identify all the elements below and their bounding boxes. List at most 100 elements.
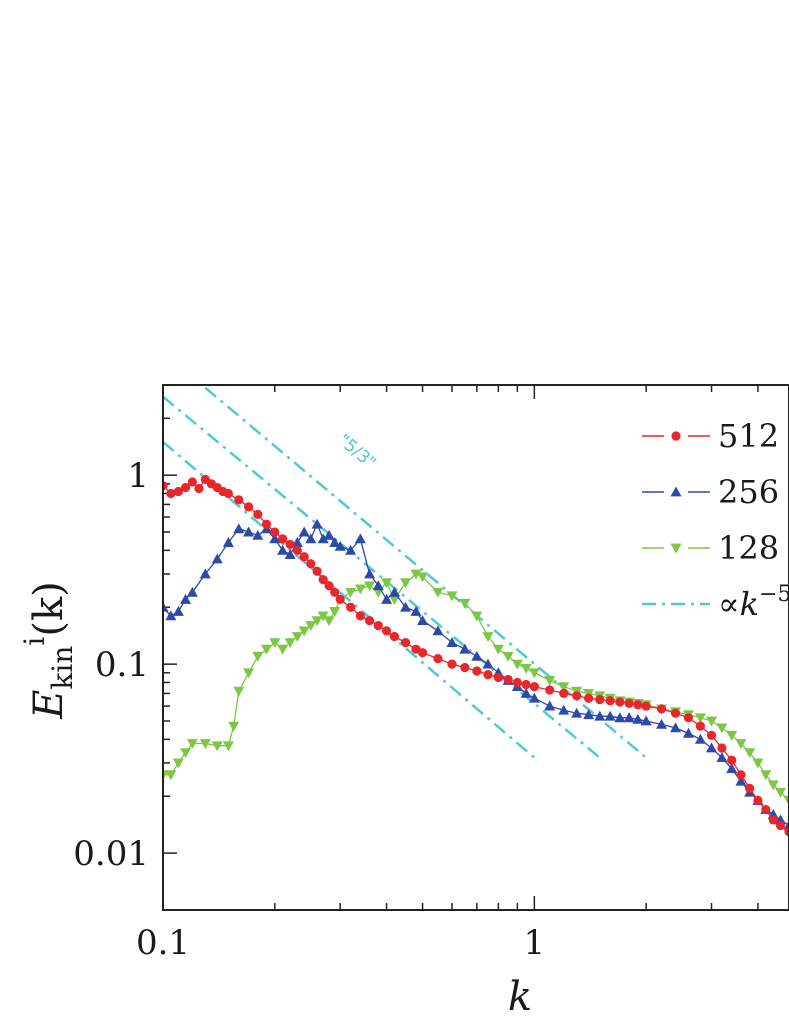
data-point [472, 666, 482, 676]
data-point [594, 710, 606, 721]
data-point [482, 658, 494, 669]
data-point [335, 594, 345, 605]
data-point [417, 615, 429, 625]
data-point [745, 783, 755, 794]
data-point [284, 638, 296, 649]
data-point [180, 482, 191, 493]
data-point [521, 679, 531, 690]
data-point [670, 543, 682, 554]
data-point [511, 659, 523, 670]
data-point [736, 770, 746, 780]
data-point [292, 545, 302, 555]
data-point [381, 578, 393, 589]
data-point [311, 518, 323, 529]
data-point [172, 758, 184, 769]
data-point [432, 587, 444, 598]
reference-line [163, 395, 601, 759]
data-point [520, 663, 532, 674]
data-point [482, 632, 494, 643]
data-point [180, 748, 192, 759]
data-point [323, 529, 335, 540]
series-128 [163, 569, 789, 806]
data-point [706, 716, 718, 727]
data-point [446, 637, 458, 648]
data-point [233, 686, 245, 697]
data-point [471, 650, 483, 661]
data-point [459, 598, 471, 609]
data-point [223, 488, 233, 499]
data-point [483, 670, 493, 680]
x-axis-label: k [508, 974, 532, 1020]
data-point [410, 569, 422, 580]
data-point [211, 553, 223, 564]
data-point [572, 691, 582, 701]
data-point [783, 796, 789, 806]
data-point [583, 709, 595, 720]
reference-line [204, 386, 647, 759]
data-point [633, 700, 643, 710]
legend-label: ∝k−5/3 [718, 582, 789, 623]
data-point [243, 526, 255, 537]
data-point [199, 568, 211, 579]
y-tick-label: 1 [127, 456, 149, 496]
svg-text:Ekini(k): Ekini(k) [18, 581, 79, 720]
x-tick-label: 1 [524, 923, 546, 963]
data-point [317, 611, 329, 622]
data-point [447, 659, 457, 669]
data-point [760, 770, 772, 781]
data-point [364, 581, 376, 592]
data-point [695, 721, 706, 731]
data-point [752, 758, 764, 769]
data-point [299, 552, 309, 562]
data-point [355, 611, 365, 621]
data-point [726, 763, 738, 774]
data-point [744, 748, 756, 759]
data-point [373, 620, 383, 631]
data-point [222, 741, 234, 752]
data-point [381, 593, 393, 604]
data-point [571, 707, 583, 718]
data-point [459, 643, 471, 654]
data-point [512, 677, 522, 688]
x-tick-label: 0.1 [136, 923, 190, 963]
data-point [354, 584, 366, 595]
data-point [324, 581, 334, 591]
data-point [389, 631, 400, 642]
data-point [670, 486, 682, 497]
data-point [400, 638, 411, 648]
data-point [528, 668, 540, 679]
data-point [671, 431, 681, 441]
data-point [305, 621, 317, 632]
data-point [317, 533, 329, 544]
data-point [345, 544, 357, 555]
data-point [670, 708, 681, 718]
data-point [656, 718, 668, 729]
data-point [277, 544, 289, 555]
data-point [417, 572, 429, 583]
data-point [269, 638, 281, 649]
data-point [735, 739, 747, 750]
data-point [656, 704, 667, 714]
data-point [615, 697, 625, 707]
legend-item-256: 256 [642, 473, 779, 511]
data-point [417, 648, 428, 658]
data-point [614, 712, 626, 723]
data-point [544, 676, 556, 686]
data-point [329, 537, 341, 547]
plot-frame [162, 384, 789, 911]
data-point [323, 616, 335, 627]
y-axis-label-suffix: (k) [26, 581, 72, 636]
data-point [493, 672, 503, 683]
data-point [180, 593, 192, 604]
data-point [187, 477, 198, 487]
y-axis-label: Ekini(k) [18, 581, 79, 720]
data-point [364, 615, 375, 626]
data-point [312, 566, 322, 576]
data-point [253, 509, 263, 519]
data-point [595, 694, 605, 705]
data-point [584, 693, 594, 703]
data-point [775, 820, 786, 831]
data-point [372, 580, 384, 591]
data-point [544, 700, 556, 711]
data-point [502, 651, 514, 662]
